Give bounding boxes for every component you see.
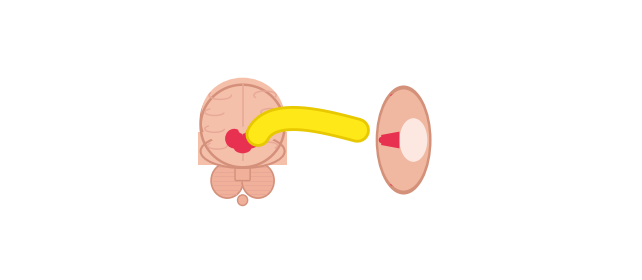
Ellipse shape bbox=[378, 90, 429, 191]
Ellipse shape bbox=[202, 78, 284, 152]
FancyBboxPatch shape bbox=[198, 132, 288, 165]
Ellipse shape bbox=[200, 81, 284, 160]
Ellipse shape bbox=[238, 195, 248, 206]
Polygon shape bbox=[390, 91, 415, 102]
Ellipse shape bbox=[242, 163, 274, 198]
Ellipse shape bbox=[200, 134, 284, 168]
Ellipse shape bbox=[242, 129, 260, 148]
Ellipse shape bbox=[238, 127, 247, 134]
Polygon shape bbox=[381, 132, 399, 148]
Polygon shape bbox=[390, 178, 415, 189]
Ellipse shape bbox=[399, 118, 428, 162]
Ellipse shape bbox=[211, 163, 243, 198]
FancyBboxPatch shape bbox=[235, 153, 250, 181]
Ellipse shape bbox=[376, 85, 431, 195]
Ellipse shape bbox=[225, 129, 243, 148]
Ellipse shape bbox=[234, 141, 252, 153]
Ellipse shape bbox=[379, 137, 384, 143]
